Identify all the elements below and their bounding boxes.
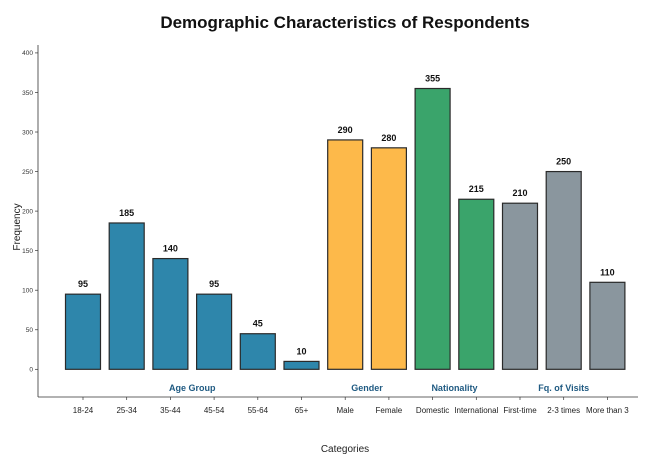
y-tick-label: 0 (29, 367, 33, 374)
value-label: 95 (78, 279, 88, 289)
bar-first-time (501, 202, 539, 370)
y-tick-label: 100 (22, 288, 33, 295)
group-label: Gender (351, 383, 383, 393)
bar-international (458, 198, 495, 370)
y-tick-label: 150 (22, 248, 33, 255)
value-label: 250 (556, 157, 571, 167)
x-tick-label: 55-64 (248, 406, 269, 415)
value-label: 45 (253, 319, 263, 329)
x-tick-label: 65+ (295, 406, 309, 415)
y-tick-label: 400 (22, 50, 33, 57)
group-label: Age Group (169, 383, 216, 393)
group-labels: Age Group Gender Nationality Fq. of Visits (169, 383, 589, 393)
value-label: 210 (512, 188, 527, 198)
bar-female (370, 147, 407, 370)
y-tick-label: 50 (26, 327, 34, 334)
group-label: Fq. of Visits (538, 383, 589, 393)
bar-25-34 (108, 222, 145, 370)
x-tick-label: More than 3 (586, 406, 629, 415)
bar-45-54 (196, 293, 233, 370)
value-label: 215 (469, 184, 484, 194)
value-label: 110 (600, 267, 615, 277)
x-tick-label: 25-34 (116, 406, 137, 415)
plot-frame (37, 45, 638, 398)
value-label: 140 (163, 244, 178, 254)
y-axis-ticks: 0 50 100 150 200 250 300 350 400 (22, 50, 38, 374)
x-axis-ticks: 18-24 25-34 35-44 45-54 55-64 65+ Male Female Do… (73, 397, 629, 415)
bar-35-44 (152, 257, 189, 370)
x-tick-label: 45-54 (204, 406, 225, 415)
x-tick-label: 18-24 (73, 406, 94, 415)
y-tick-label: 300 (22, 129, 33, 136)
value-label: 10 (296, 346, 306, 356)
value-label: 290 (338, 125, 353, 135)
value-label: 355 (425, 74, 440, 84)
y-axis-label: Frequency (12, 203, 23, 250)
x-axis-label: Categories (321, 444, 369, 455)
x-tick-label: Male (337, 406, 355, 415)
bar-domestic (414, 87, 451, 370)
x-tick-label: International (454, 406, 498, 415)
x-tick-label: Domestic (416, 406, 449, 415)
value-labels: 95 185 140 95 45 10 290 280 355 215 210 250 110 (78, 74, 615, 357)
y-tick-label: 200 (22, 208, 33, 215)
x-tick-label: Female (376, 406, 403, 415)
bars (64, 87, 626, 370)
x-tick-label: 35-44 (160, 406, 181, 415)
group-label: Nationality (431, 383, 477, 393)
y-tick-label: 350 (22, 90, 33, 97)
bar-more-than-3 (589, 281, 626, 370)
value-label: 185 (119, 208, 134, 218)
x-tick-label: First-time (503, 406, 537, 415)
chart-title: Demographic Characteristics of Responden… (160, 13, 529, 32)
bar-65- (283, 360, 320, 370)
value-label: 95 (209, 279, 219, 289)
value-label: 280 (381, 133, 396, 143)
bar-55-64 (239, 333, 276, 370)
y-tick-label: 250 (22, 169, 33, 176)
bar-male (327, 139, 364, 370)
bar-18-24 (64, 293, 102, 370)
bar-2-3-times (545, 170, 582, 370)
x-tick-label: 2-3 times (547, 406, 580, 415)
